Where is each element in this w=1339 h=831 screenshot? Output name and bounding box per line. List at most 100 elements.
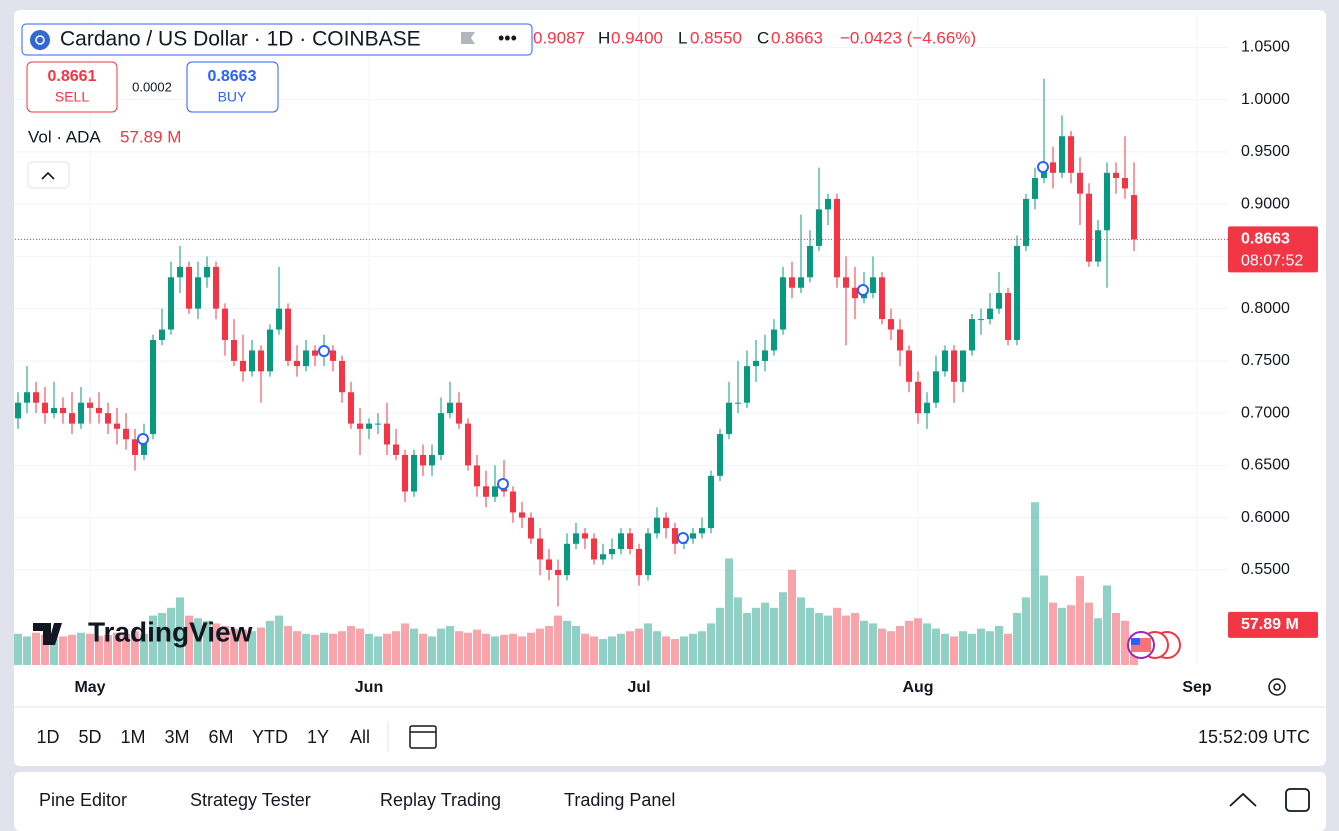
volume-bar	[1013, 613, 1021, 665]
candle-body	[582, 533, 588, 539]
volume-bar	[527, 632, 535, 665]
candle-body	[897, 329, 903, 351]
candle-body	[447, 402, 453, 414]
spread: 0.0002	[132, 79, 172, 94]
volume-bar	[878, 628, 886, 665]
candle-body	[1050, 162, 1056, 173]
candle-body	[879, 277, 885, 320]
volume-bar	[464, 632, 472, 665]
volume-bar	[410, 628, 418, 665]
volume-bar	[311, 634, 319, 665]
tab[interactable]: Trading Panel	[564, 790, 675, 810]
candle-body	[915, 381, 921, 414]
candle-body	[1068, 136, 1074, 173]
candle-body	[240, 360, 246, 372]
event-icons	[137, 161, 1181, 659]
event-icon[interactable]	[857, 284, 869, 296]
volume-bar	[1094, 618, 1102, 665]
gear-outline	[1268, 678, 1286, 696]
tab[interactable]: Replay Trading	[380, 790, 501, 810]
volume-bar	[41, 634, 49, 665]
event-icon[interactable]	[318, 345, 330, 357]
range-button[interactable]: 5D	[78, 727, 101, 747]
volume-bar	[986, 631, 994, 665]
candle-body	[51, 407, 57, 414]
high-value: 0.9400	[611, 28, 663, 47]
range-button[interactable]: YTD	[252, 727, 288, 747]
volume-bar	[1040, 575, 1048, 665]
candle-body	[384, 423, 390, 445]
bottom-panel	[14, 772, 1326, 831]
volume-bar	[905, 620, 913, 665]
chart-panel	[14, 10, 1326, 766]
candle-body	[96, 407, 102, 414]
volume-bar	[851, 613, 859, 665]
candle-body	[771, 329, 777, 351]
candle-body	[1113, 172, 1119, 179]
collapse-icon	[41, 171, 55, 180]
candle-body	[825, 198, 831, 210]
sell-button[interactable]	[26, 61, 118, 113]
buy-button[interactable]	[186, 61, 279, 113]
symbol-icon-mark	[35, 35, 45, 45]
volume-bar	[716, 607, 724, 665]
event-icon[interactable]	[677, 532, 689, 544]
symbol-box[interactable]	[21, 23, 533, 56]
range-button[interactable]: 3M	[164, 727, 189, 747]
range-button[interactable]: 6M	[208, 727, 233, 747]
volume-bar	[86, 633, 94, 665]
event-icon[interactable]	[497, 478, 509, 490]
volume-bar	[752, 607, 760, 665]
candle-body	[546, 559, 552, 570]
event-icon[interactable]	[1037, 161, 1049, 173]
range-button[interactable]: All	[350, 727, 370, 747]
candle-body	[924, 402, 930, 414]
candle-body	[978, 319, 984, 321]
volume-bar	[401, 623, 409, 665]
calendar-icon[interactable]	[409, 725, 437, 749]
tab[interactable]: Pine Editor	[39, 790, 127, 810]
y-tick-label: 0.6500	[1241, 457, 1290, 474]
range-button[interactable]: 1Y	[307, 727, 329, 747]
volume-bar	[1103, 585, 1111, 665]
candle-body	[645, 533, 651, 576]
logo: TradingView	[88, 616, 253, 647]
tab[interactable]: Strategy Tester	[190, 790, 311, 810]
volume-bar	[455, 631, 463, 665]
candle-body	[375, 423, 381, 425]
candle-body	[1059, 136, 1065, 173]
volume-bar	[770, 607, 778, 665]
candle-body	[105, 413, 111, 424]
expand-icon[interactable]	[1229, 792, 1257, 807]
candle-body	[798, 277, 804, 288]
volume-bar	[1022, 597, 1030, 665]
candle-body	[402, 454, 408, 492]
gear-icon[interactable]	[1268, 678, 1286, 696]
volume-bar	[626, 631, 634, 665]
y-tick-label: 0.6000	[1241, 509, 1290, 526]
candle-body	[1086, 193, 1092, 262]
volume-bar	[149, 615, 157, 665]
range-button[interactable]: 1D	[36, 727, 59, 747]
volume-bar	[914, 618, 922, 665]
collapse-button[interactable]	[27, 161, 70, 189]
candle-body	[69, 413, 75, 424]
volume-bar	[293, 631, 301, 665]
volume-title: Vol · ADA	[28, 127, 101, 146]
candle-body	[213, 266, 219, 309]
sell-label: SELL	[55, 89, 89, 105]
gear-center	[1273, 683, 1281, 691]
volume-bar	[1031, 502, 1039, 665]
countdown: 08:07:52	[1241, 253, 1303, 270]
range-button[interactable]: 1M	[120, 727, 145, 747]
clock[interactable]: 15:52:09 UTC	[1198, 727, 1310, 747]
x-tick-label: Jun	[355, 679, 383, 696]
event-icon[interactable]	[137, 433, 149, 445]
candle-body	[366, 423, 372, 429]
volume-bar	[185, 615, 193, 665]
maximize-icon[interactable]	[1285, 788, 1310, 812]
high-letter: H	[598, 28, 610, 47]
volume-bar	[167, 607, 175, 665]
candle-body	[1032, 178, 1038, 199]
more-icon[interactable]: •••	[498, 28, 517, 48]
